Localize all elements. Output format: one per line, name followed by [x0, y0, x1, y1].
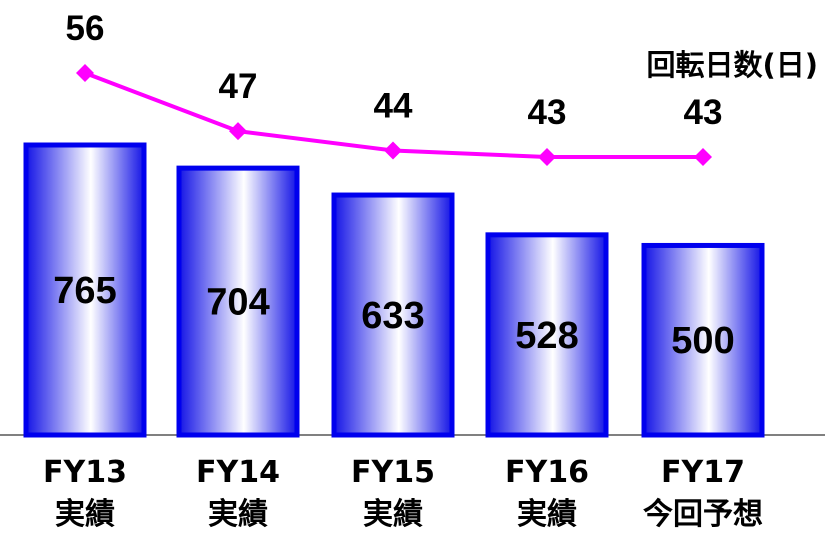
line-point-0	[76, 64, 94, 82]
line-value-label-2: 44	[374, 87, 413, 126]
category-label-4: FY17 今回予想	[643, 455, 763, 532]
category-label-line-1: FY16	[505, 455, 589, 490]
bar-value-label-2: 633	[361, 295, 424, 337]
bar-series	[23, 142, 765, 438]
line-series	[76, 64, 712, 166]
line-value-label-1: 47	[219, 67, 258, 106]
category-labels: FY13 実績 FY14 実績 FY15 実績 FY16 実績 FY17 今回予想	[43, 455, 763, 532]
line-series-label: 回転日数(日)	[646, 48, 818, 82]
line-point-1	[229, 122, 247, 141]
category-label-0: FY13 実績	[43, 455, 127, 532]
bar-value-label-3: 528	[515, 315, 578, 357]
line-value-label-4: 43	[684, 93, 723, 132]
bar-1	[176, 165, 300, 438]
line-value-labels: 56 47 44 43 43	[66, 9, 723, 132]
line-point-2	[384, 141, 402, 160]
category-label-line-2: 実績	[517, 497, 577, 532]
category-label-3: FY16 実績	[505, 455, 589, 532]
bar-4	[641, 242, 765, 438]
bar-3	[485, 232, 609, 438]
bar-0	[23, 142, 147, 438]
bar-value-label-0: 765	[53, 270, 116, 312]
bar-2	[331, 192, 455, 438]
line-point-3	[538, 148, 556, 166]
line-value-label-3: 43	[528, 93, 567, 132]
category-label-line-1: FY15	[351, 455, 435, 490]
line-point-4	[694, 148, 712, 166]
category-label-line-2: 実績	[55, 497, 115, 532]
category-label-line-1: FY13	[43, 455, 127, 490]
category-label-line-2: 今回予想	[643, 497, 763, 532]
category-label-line-2: 実績	[208, 497, 268, 532]
category-label-1: FY14 実績	[196, 455, 280, 532]
bar-value-label-4: 500	[671, 320, 734, 362]
category-label-2: FY15 実績	[351, 455, 435, 532]
category-label-line-2: 実績	[363, 497, 423, 532]
line-value-label-0: 56	[66, 9, 105, 48]
category-label-line-1: FY14	[196, 455, 280, 490]
bar-value-label-1: 704	[206, 282, 269, 324]
category-label-line-1: FY17	[661, 455, 745, 490]
bar-value-labels: 765 704 633 528 500	[53, 270, 734, 362]
